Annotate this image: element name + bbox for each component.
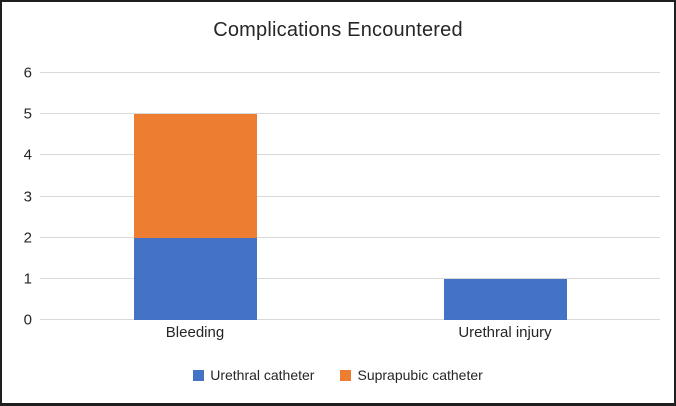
bar-bleeding-urethral-catheter — [133, 237, 257, 320]
gridline-y0 — [40, 319, 660, 320]
legend: Urethral catheter Suprapubic catheter — [2, 368, 674, 382]
legend-label: Suprapubic catheter — [357, 367, 483, 383]
plot-area — [40, 72, 660, 320]
y-tick-label-5: 5 — [23, 105, 32, 123]
legend-item-urethral-catheter: Urethral catheter — [193, 368, 314, 382]
y-axis: 0 1 2 3 4 5 6 — [6, 66, 32, 328]
x-axis: Bleeding Urethral injury — [40, 324, 660, 350]
bar-urethral-injury-urethral-catheter — [443, 278, 567, 320]
y-tick-label-4: 4 — [23, 146, 32, 164]
x-tick-label-2: Urethral injury — [458, 324, 552, 341]
gridline-y3 — [40, 195, 660, 197]
y-tick-label-0: 0 — [23, 311, 32, 329]
gridline-y4 — [40, 154, 660, 156]
y-tick-label-3: 3 — [23, 188, 32, 205]
legend-swatch-icon — [340, 369, 352, 381]
bar-bleeding-suprapubic-catheter — [133, 114, 257, 238]
y-tick-label-1: 1 — [23, 270, 32, 288]
y-tick-label-6: 6 — [23, 64, 32, 82]
legend-swatch-icon — [193, 369, 205, 381]
legend-label: Urethral catheter — [210, 367, 315, 383]
chart-title: Complications Encountered — [213, 19, 463, 41]
y-tick-label-2: 2 — [23, 229, 32, 247]
legend-item-suprapubic-catheter: Suprapubic catheter — [340, 367, 483, 383]
gridline-y6 — [40, 72, 660, 73]
gridline-y1 — [40, 277, 660, 279]
x-tick-label-1: Bleeding — [165, 324, 225, 341]
gridline-y2 — [40, 236, 660, 238]
gridline-y5 — [40, 113, 660, 115]
